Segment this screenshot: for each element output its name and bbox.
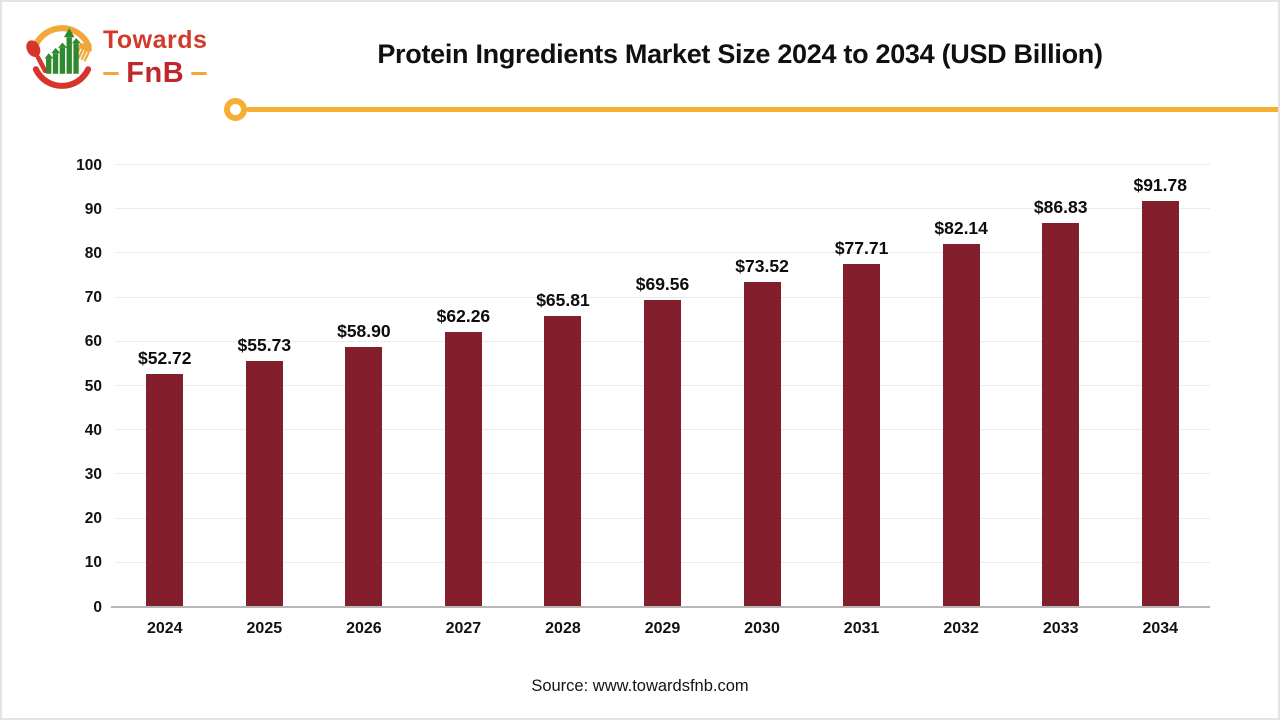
brand-name-bottom-row: FnB: [103, 57, 208, 89]
gridline-100: [115, 164, 1210, 165]
data-label-2032: $82.14: [934, 217, 988, 238]
x-tick-2028: 2028: [545, 620, 581, 637]
bar-2026: $58.90: [337, 321, 391, 607]
y-tick-40: 40: [84, 421, 102, 439]
bar-2025: $55.73: [238, 335, 291, 607]
x-axis-labels: 2024 2025 2026 2027 2028 2029 2030 2031 2032 2033…: [115, 620, 1210, 638]
bar-2027: $62.26: [437, 306, 490, 607]
spoon-fork-growth-chart-icon: [26, 25, 92, 89]
bar-2029: $69.56: [636, 274, 689, 607]
data-label-2030: $73.52: [735, 256, 789, 277]
x-axis-line: [111, 605, 1210, 608]
bar-group-2028: $65.81: [513, 165, 613, 607]
spoon-icon: [26, 40, 48, 74]
bar-group-2032: $82.14: [911, 165, 1011, 607]
brand-dash-right-icon: [191, 71, 208, 76]
data-label-2031: $77.71: [834, 237, 889, 258]
x-tick-2026: 2026: [346, 620, 382, 637]
data-label-2027: $62.26: [436, 305, 491, 326]
bar-2032: $82.14: [934, 218, 988, 607]
bar-group-2031: $77.71: [812, 165, 912, 607]
bar-group-2033: $86.83: [1011, 165, 1111, 607]
y-tick-20: 20: [84, 509, 102, 527]
x-tick-2024: 2024: [146, 620, 183, 637]
bar-group-2024: $52.72: [115, 165, 215, 607]
y-tick-0: 0: [93, 598, 102, 616]
bar-series: $52.72 $55.73 $58.90 $62.26 $65.81 $69.56 $73.…: [115, 165, 1210, 607]
bar-2024: $52.72: [138, 348, 192, 607]
bar-group-2025: $55.73: [215, 165, 315, 607]
bar-2034: $91.78: [1133, 175, 1187, 607]
brand-name-bottom: FnB: [126, 57, 185, 89]
brand-dash-left-icon: [103, 71, 120, 76]
gridline-80: [115, 252, 1210, 254]
bar-group-2026: $58.90: [314, 165, 414, 607]
y-tick-100: 100: [76, 156, 102, 174]
brand-name-top: Towards: [103, 26, 208, 54]
data-label-2024: $52.72: [138, 347, 192, 368]
growth-bars-icon: [44, 28, 81, 74]
y-tick-90: 90: [84, 200, 102, 218]
bar-group-2030: $73.52: [712, 165, 812, 607]
source-attribution: Source: www.towardsfnb.com: [531, 677, 749, 695]
data-label-2033: $86.83: [1033, 197, 1088, 218]
gridline-90: [115, 208, 1210, 210]
x-tick-2031: 2031: [843, 620, 880, 637]
bar-chart-plot-area: $52.72 $55.73 $58.90 $62.26 $65.81 $69.56 $73.…: [111, 164, 1210, 608]
y-axis-labels: 0 10 20 30 40 50 60 70 80 90 100: [32, 157, 102, 614]
bar-group-2034: $91.78: [1110, 165, 1210, 607]
data-label-2025: $55.73: [237, 334, 292, 355]
y-tick-10: 10: [84, 554, 102, 572]
brand-logo: Towards FnB: [24, 14, 208, 94]
bar-2031: $77.71: [835, 238, 888, 607]
x-tick-2025: 2025: [246, 620, 283, 637]
y-tick-70: 70: [84, 288, 102, 306]
bar-2028: $65.81: [536, 290, 590, 607]
y-tick-50: 50: [84, 377, 102, 395]
y-tick-30: 30: [84, 465, 102, 483]
x-tick-2029: 2029: [644, 620, 681, 637]
y-tick-60: 60: [84, 333, 102, 351]
x-tick-2033: 2033: [1042, 620, 1079, 637]
gridline-70: [115, 296, 1210, 298]
data-label-2028: $65.81: [536, 290, 590, 311]
bar-group-2027: $62.26: [414, 165, 514, 607]
divider-ring-icon: [224, 98, 247, 121]
bar-group-2029: $69.56: [613, 165, 713, 607]
y-tick-80: 80: [84, 244, 102, 262]
data-label-2029: $69.56: [635, 273, 690, 294]
x-tick-2032: 2032: [943, 620, 979, 637]
x-tick-2027: 2027: [445, 620, 482, 637]
x-tick-2030: 2030: [744, 620, 780, 637]
data-label-2034: $91.78: [1133, 175, 1187, 196]
bar-2030: $73.52: [735, 256, 789, 607]
data-label-2026: $58.90: [337, 320, 391, 341]
x-tick-2034: 2034: [1142, 620, 1179, 637]
brand-wordmark: Towards FnB: [103, 14, 208, 89]
bar-2033: $86.83: [1034, 197, 1087, 607]
chart-title: Protein Ingredients Market Size 2024 to …: [377, 39, 1103, 69]
divider-line: [246, 107, 1278, 112]
